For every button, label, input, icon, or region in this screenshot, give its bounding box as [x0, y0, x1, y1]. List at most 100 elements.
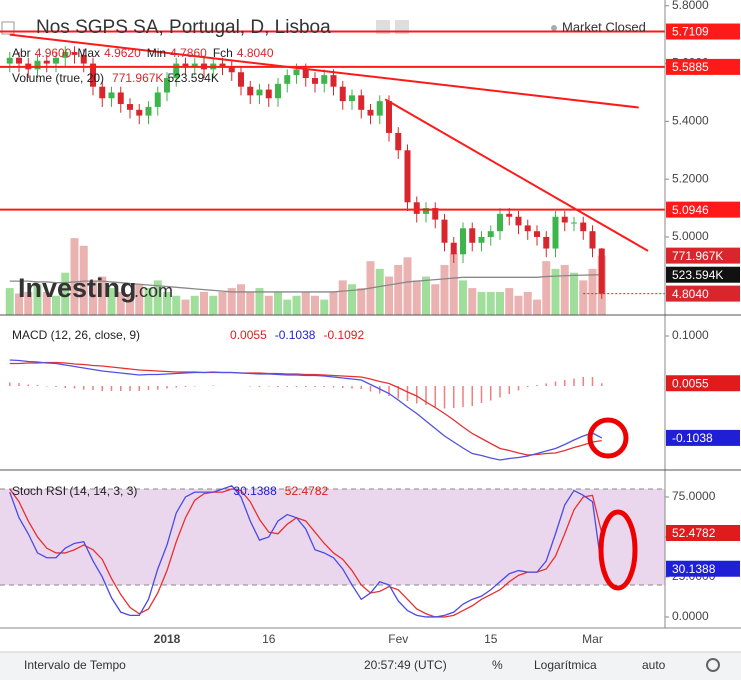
x-tick-label: Mar [582, 632, 603, 646]
candle-body [154, 92, 161, 107]
candle-body [349, 95, 355, 102]
candle-body [432, 208, 439, 220]
legend-value: -0.1092 [323, 328, 364, 342]
hline-label-bg [666, 23, 740, 40]
macd-label-bg [666, 429, 740, 446]
volume-title: Volume (true, 20) [12, 71, 104, 85]
candle-body [265, 89, 272, 99]
candle-body [34, 60, 41, 70]
chart-title: Nos SGPS SA, Portugal, D, Lisboa [36, 17, 331, 38]
volume-bar [560, 265, 569, 315]
hline-label: 5.5885 [672, 60, 709, 74]
volume-bar [357, 288, 366, 315]
volume-bar [311, 295, 319, 315]
candle-body [413, 202, 420, 214]
candle-body [164, 78, 170, 93]
volume-bar [200, 291, 208, 315]
menu-icon[interactable] [1, 21, 15, 35]
volume-bar [246, 291, 255, 315]
signal-line [9, 361, 602, 456]
volume-bar [412, 280, 421, 315]
candle-body [497, 213, 503, 232]
volume-bar [468, 288, 477, 315]
candle-body [376, 101, 383, 116]
hline-label: 5.7109 [672, 25, 709, 39]
volume-bar [89, 280, 97, 315]
volume-bar [338, 280, 347, 315]
candle-body [358, 95, 365, 110]
candle-body [136, 109, 143, 116]
candle-body [386, 101, 392, 133]
legend-value: 4.7860 [170, 46, 207, 60]
candle-body [339, 86, 346, 102]
x-tick-label: Fev [388, 632, 408, 646]
volume-bar [237, 284, 245, 315]
candle-body [469, 228, 476, 243]
d-label: 52.4782 [672, 526, 716, 540]
legend-label: Min [147, 46, 166, 60]
volume-bar [422, 276, 430, 315]
candle-body [238, 72, 244, 87]
candle-body [108, 92, 115, 99]
candle-body [589, 231, 596, 249]
candle-body [293, 69, 300, 76]
candle-body [450, 242, 457, 255]
volume-bar [255, 288, 264, 315]
volume-bar [52, 295, 60, 315]
volume-label: 771.967K [672, 249, 723, 263]
volume-bar [190, 295, 199, 315]
candle-body [321, 75, 328, 84]
interval-button[interactable]: Intervalo de Tempo [24, 658, 126, 672]
market-status: Market Closed [562, 19, 646, 34]
y-tick-label: 0.1000 [672, 328, 709, 342]
k-label-bg [666, 560, 740, 577]
candle-body [191, 63, 198, 67]
candle-body [571, 222, 577, 224]
volume-ma-value: 523.594K [167, 71, 218, 85]
y-tick-label: 5.8000 [672, 0, 709, 12]
volume-bar [153, 280, 162, 315]
hline-label: 5.0946 [672, 203, 709, 217]
candle-body [256, 89, 263, 96]
histogram-label-bg [666, 375, 740, 392]
y-tick-label: 5.4000 [672, 114, 709, 128]
candle-body [506, 213, 513, 217]
volume-bar [42, 291, 51, 315]
candle-body [228, 66, 235, 73]
histogram-label: 0.0055 [672, 376, 709, 390]
volume-bar [24, 291, 33, 315]
volume-bar [570, 272, 578, 315]
volume-bar [264, 295, 273, 315]
auto-button[interactable]: auto [642, 658, 666, 672]
d-label-bg [666, 524, 740, 541]
candle-body [71, 52, 78, 55]
candle-body [99, 86, 106, 99]
log-button[interactable]: Logarítmica [534, 658, 597, 672]
volume-bar [385, 276, 393, 315]
volume-bar [107, 288, 116, 315]
volume-bar [135, 284, 144, 315]
volume-bar [163, 291, 171, 315]
candle-body [16, 57, 22, 64]
volume-bar [61, 272, 70, 315]
close-icon[interactable] [395, 20, 409, 34]
settings-icon[interactable] [376, 20, 390, 34]
settings-gear[interactable] [706, 658, 720, 672]
candle-body [275, 83, 281, 99]
legend-value: 4.8040 [237, 46, 274, 60]
legend: Stoch RSI (14, 14, 3, 3) 30.1388 52.4782 [12, 484, 329, 498]
candle-body [552, 216, 559, 249]
d-line [9, 488, 603, 618]
volume-bar [551, 268, 560, 315]
percent-button[interactable]: % [492, 658, 503, 672]
volume-value: 771.967K [112, 71, 163, 85]
candle-body [6, 57, 13, 64]
legend-value: 52.4782 [285, 484, 329, 498]
hline-label-bg [666, 58, 740, 75]
candle-body [460, 228, 466, 255]
volume-bar [126, 295, 134, 315]
volume-bar [5, 288, 14, 315]
volume-bar [505, 288, 514, 315]
y-tick-label: 5.2000 [672, 171, 709, 185]
y-tick-label: 0.0000 [672, 609, 709, 623]
